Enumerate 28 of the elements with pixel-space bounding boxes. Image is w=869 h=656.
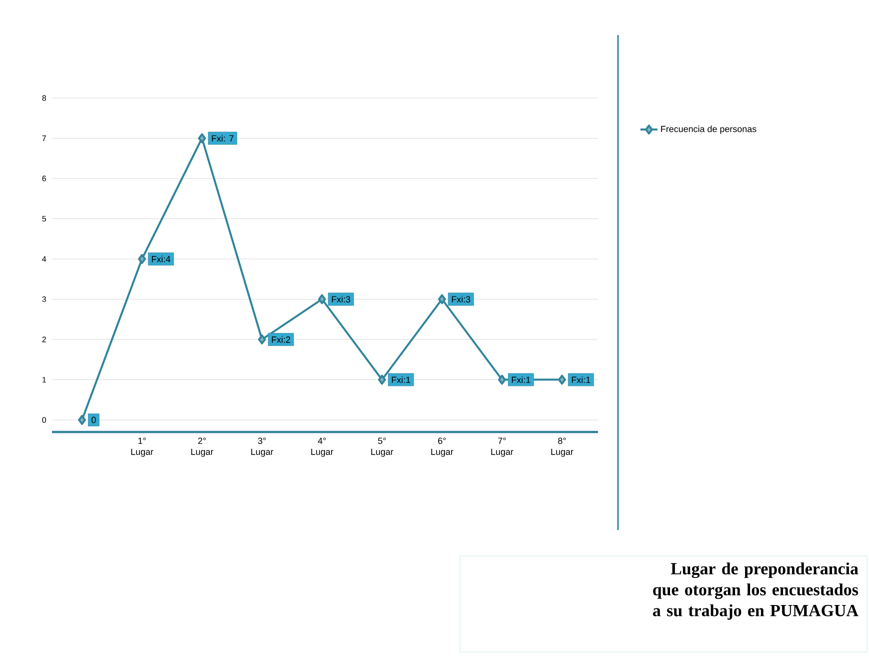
data-label: Fxi:3 bbox=[452, 296, 470, 302]
data-label: Fxi:1 bbox=[572, 376, 590, 383]
data-label: Fxi:1 bbox=[392, 376, 410, 383]
point bbox=[138, 254, 146, 264]
data-label: Fxi:3 bbox=[332, 296, 350, 302]
legend-label: Frecuencia de personas bbox=[661, 126, 756, 134]
x-tick-label: 2° Lugar bbox=[191, 438, 214, 457]
data-label: Fxi:2 bbox=[272, 336, 290, 343]
data-label: Fxi:1 bbox=[512, 376, 530, 383]
data-label: Fxi: 7 bbox=[212, 134, 234, 142]
text: Lugar de preponderancia que otorgan los encuestados a su trabajo en PUMAGUA bbox=[652, 562, 858, 620]
point bbox=[78, 414, 86, 425]
point bbox=[438, 294, 446, 304]
x-tick-label: 3° Lugar bbox=[251, 438, 274, 457]
x-tick-label: 1° Lugar bbox=[131, 438, 154, 457]
point bbox=[318, 294, 326, 304]
data-label: Fxi:4 bbox=[152, 256, 170, 262]
point bbox=[498, 374, 506, 385]
x-tick-label: 4° Lugar bbox=[311, 438, 334, 457]
x-tick-label: 8° Lugar bbox=[551, 438, 574, 457]
x-tick-label: 7° Lugar bbox=[491, 438, 514, 457]
point bbox=[258, 334, 266, 344]
data-label: 0 bbox=[92, 416, 96, 424]
x-tick-label: 5° Lugar bbox=[371, 438, 394, 457]
point bbox=[558, 374, 566, 385]
point bbox=[378, 374, 386, 385]
x-tick-label: 6° Lugar bbox=[431, 438, 454, 457]
point bbox=[198, 133, 206, 144]
